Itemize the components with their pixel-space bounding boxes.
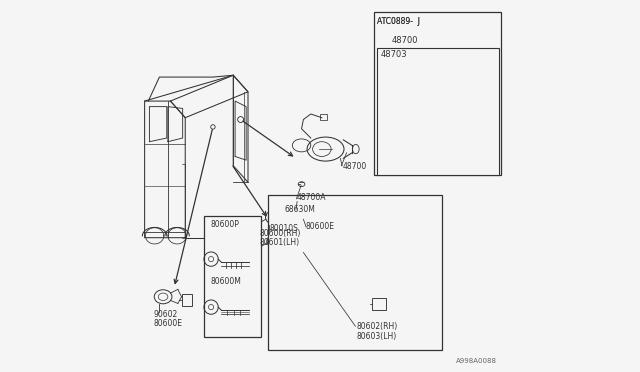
Text: 80600(RH): 80600(RH) bbox=[260, 229, 301, 238]
Bar bbox=[372, 298, 386, 310]
Text: 80600M: 80600M bbox=[211, 278, 241, 286]
Text: 80603(LH): 80603(LH) bbox=[356, 332, 396, 341]
Bar bbox=[182, 294, 191, 306]
Bar bbox=[268, 195, 442, 350]
Text: 80602(RH): 80602(RH) bbox=[356, 322, 397, 331]
Text: A998A0088: A998A0088 bbox=[456, 358, 497, 364]
Text: 48700A: 48700A bbox=[297, 193, 326, 202]
Text: 80600E: 80600E bbox=[306, 222, 335, 231]
Bar bbox=[270, 291, 276, 299]
Bar bbox=[377, 48, 499, 175]
Text: 90602: 90602 bbox=[153, 310, 177, 319]
Text: 48700: 48700 bbox=[392, 36, 419, 45]
Text: 80010S: 80010S bbox=[269, 224, 298, 233]
Text: 48700: 48700 bbox=[343, 162, 367, 171]
Text: 68630M: 68630M bbox=[285, 205, 316, 215]
Bar bbox=[320, 114, 328, 119]
Text: 48703: 48703 bbox=[380, 50, 407, 59]
Bar bbox=[416, 89, 421, 92]
Bar bbox=[204, 215, 261, 337]
Text: ATC0889-  J: ATC0889- J bbox=[377, 17, 420, 26]
Text: 80600E: 80600E bbox=[153, 319, 182, 328]
Bar bbox=[329, 216, 334, 219]
Text: 80601(LH): 80601(LH) bbox=[260, 238, 300, 247]
Text: 80600P: 80600P bbox=[211, 220, 239, 229]
Text: ATC0889-  J: ATC0889- J bbox=[377, 17, 420, 26]
Bar bbox=[374, 13, 501, 175]
Bar bbox=[303, 209, 312, 219]
